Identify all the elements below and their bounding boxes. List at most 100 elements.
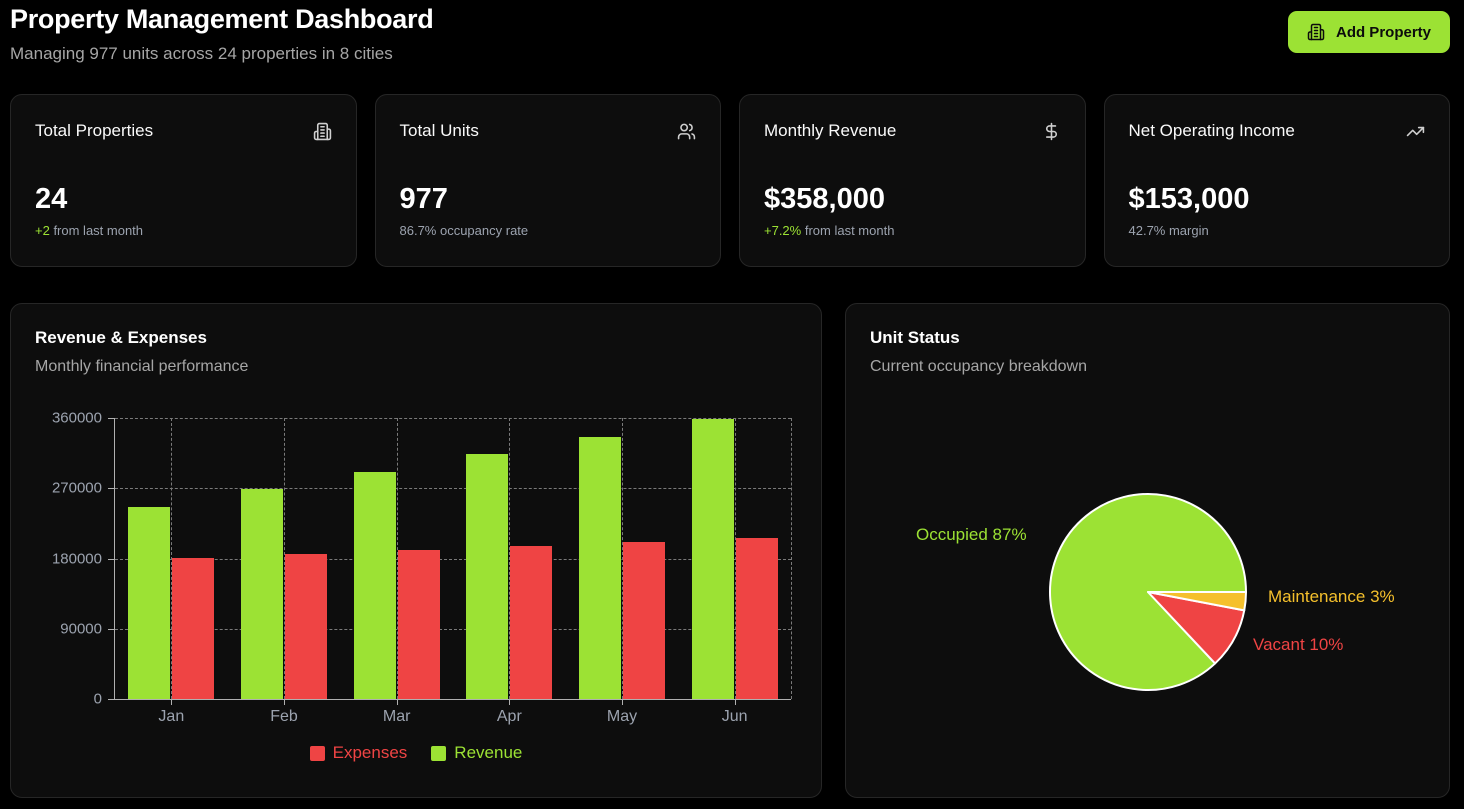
add-property-label: Add Property bbox=[1335, 23, 1431, 41]
v-gridline bbox=[396, 418, 398, 699]
stat-value: $153,000 bbox=[1128, 183, 1250, 215]
stat-value: 24 bbox=[35, 183, 68, 215]
x-tick-mark bbox=[734, 699, 736, 705]
pie-label-vacant: Vacant 10% bbox=[1253, 635, 1344, 654]
y-tick-mark bbox=[108, 488, 115, 490]
x-axis-label: Apr bbox=[496, 708, 522, 725]
bar-expenses-may[interactable] bbox=[623, 542, 666, 699]
page-header: Property Management Dashboard Managing 9… bbox=[10, 4, 1450, 64]
stat-card-monthly-revenue: Monthly Revenue $358,000 +7.2% from last… bbox=[739, 94, 1086, 267]
bar-revenue-may[interactable] bbox=[579, 436, 622, 699]
header-text: Property Management Dashboard Managing 9… bbox=[10, 4, 434, 64]
chart-title: Revenue & Expenses bbox=[35, 328, 207, 347]
x-tick-mark bbox=[509, 699, 511, 705]
building-icon bbox=[313, 122, 332, 141]
v-gridline bbox=[734, 418, 736, 699]
charts-row: Revenue & Expenses Monthly financial per… bbox=[10, 303, 1450, 798]
legend-swatch bbox=[431, 745, 447, 761]
chart-subtitle: Monthly financial performance bbox=[35, 358, 249, 375]
x-tick-mark bbox=[396, 699, 398, 705]
v-gridline bbox=[791, 418, 792, 699]
y-axis-label: 360000 bbox=[51, 409, 102, 427]
stat-value: $358,000 bbox=[764, 183, 885, 215]
bar-group-jan bbox=[115, 418, 228, 699]
stat-subtext: 42.7% margin bbox=[1128, 223, 1209, 238]
pie-slice-occupied[interactable] bbox=[1049, 493, 1247, 692]
add-property-button[interactable]: Add Property bbox=[1287, 11, 1450, 53]
x-axis-label: Jun bbox=[721, 708, 748, 725]
h-gridline bbox=[115, 418, 791, 419]
chart-subtitle: Current occupancy breakdown bbox=[870, 358, 1088, 375]
y-axis-label: 270000 bbox=[51, 479, 102, 497]
bar-group-mar bbox=[340, 418, 453, 699]
stat-title: Total Properties bbox=[35, 121, 154, 140]
users-icon bbox=[677, 122, 696, 141]
stat-subtext: +2 from last month bbox=[35, 223, 144, 238]
stat-card-total-units: Total Units 977 86.7% occupancy rate bbox=[374, 94, 721, 267]
v-gridline bbox=[171, 418, 173, 699]
v-gridline bbox=[509, 418, 511, 699]
x-tick-mark bbox=[622, 699, 623, 705]
legend-swatch bbox=[309, 745, 325, 761]
legend-item-expenses[interactable]: Expenses bbox=[309, 743, 408, 763]
dollar-icon bbox=[1042, 122, 1061, 141]
stat-delta: +2 bbox=[35, 223, 50, 238]
page-subtitle: Managing 977 units across 24 properties … bbox=[10, 44, 393, 63]
y-tick-mark bbox=[108, 699, 115, 700]
stat-value: 977 bbox=[399, 183, 448, 215]
stat-delta: +7.2% bbox=[764, 223, 802, 238]
bar-group-apr bbox=[453, 418, 566, 699]
h-gridline bbox=[115, 628, 791, 630]
h-gridline bbox=[115, 558, 791, 560]
page-title: Property Management Dashboard bbox=[10, 4, 434, 34]
y-tick-mark bbox=[108, 558, 115, 560]
legend-label: Revenue bbox=[454, 743, 523, 762]
x-tick-mark bbox=[171, 699, 173, 705]
bar-group-may bbox=[566, 418, 679, 699]
revenue-expenses-card: Revenue & Expenses Monthly financial per… bbox=[10, 303, 822, 798]
bar-revenue-jun[interactable] bbox=[691, 418, 734, 699]
v-gridline bbox=[284, 418, 285, 699]
building-icon bbox=[1307, 23, 1325, 41]
bar-chart-plot: 0 90000 180000 270000 360000 Jan Feb Mar Apr May J… bbox=[52, 410, 792, 725]
bar-expenses-feb[interactable] bbox=[285, 554, 327, 699]
pie-label-occupied: Occupied 87% bbox=[916, 525, 1027, 544]
stats-row: Total Properties 24 +2 from last month T… bbox=[10, 94, 1450, 267]
bar-group-feb bbox=[228, 418, 341, 699]
unit-status-card: Unit Status Current occupancy breakdown … bbox=[845, 303, 1450, 798]
chart-title: Unit Status bbox=[870, 328, 960, 347]
v-gridline bbox=[622, 418, 623, 699]
bar-expenses-jan[interactable] bbox=[172, 558, 215, 699]
stat-card-total-properties: Total Properties 24 +2 from last month bbox=[10, 94, 357, 267]
bar-groups bbox=[115, 418, 791, 699]
bar-revenue-feb[interactable] bbox=[241, 489, 283, 699]
x-axis-label: Jan bbox=[158, 708, 185, 725]
bar-chart-legend: Expenses Revenue bbox=[35, 743, 797, 763]
pie-chart bbox=[1049, 493, 1247, 692]
x-axis-label: Mar bbox=[382, 708, 411, 725]
pie-label-maintenance: Maintenance 3% bbox=[1268, 587, 1395, 606]
x-axis-label: May bbox=[606, 708, 638, 725]
y-axis-label: 0 bbox=[93, 690, 102, 708]
stat-subtext: 86.7% occupancy rate bbox=[399, 223, 529, 238]
bar-revenue-mar[interactable] bbox=[353, 471, 396, 699]
bar-revenue-jan[interactable] bbox=[128, 507, 171, 699]
y-axis-label: 90000 bbox=[60, 620, 102, 638]
y-axis-label: 180000 bbox=[51, 550, 102, 567]
stat-title: Total Units bbox=[399, 121, 479, 140]
y-tick-mark bbox=[108, 418, 115, 419]
trending-up-icon bbox=[1406, 122, 1425, 141]
legend-item-revenue[interactable]: Revenue bbox=[431, 743, 522, 763]
bar-expenses-jun[interactable] bbox=[735, 538, 778, 699]
legend-label: Expenses bbox=[332, 743, 408, 762]
y-tick-mark bbox=[108, 628, 115, 630]
pie-slice-maintenance[interactable] bbox=[1147, 591, 1247, 612]
stat-title: Monthly Revenue bbox=[764, 121, 897, 140]
stat-card-net-operating-income: Net Operating Income $153,000 42.7% marg… bbox=[1103, 94, 1450, 267]
bar-expenses-mar[interactable] bbox=[397, 550, 440, 699]
bar-revenue-apr[interactable] bbox=[466, 453, 509, 699]
bar-group-jun bbox=[678, 418, 791, 699]
bar-expenses-apr[interactable] bbox=[510, 546, 553, 699]
x-tick-mark bbox=[284, 699, 285, 705]
